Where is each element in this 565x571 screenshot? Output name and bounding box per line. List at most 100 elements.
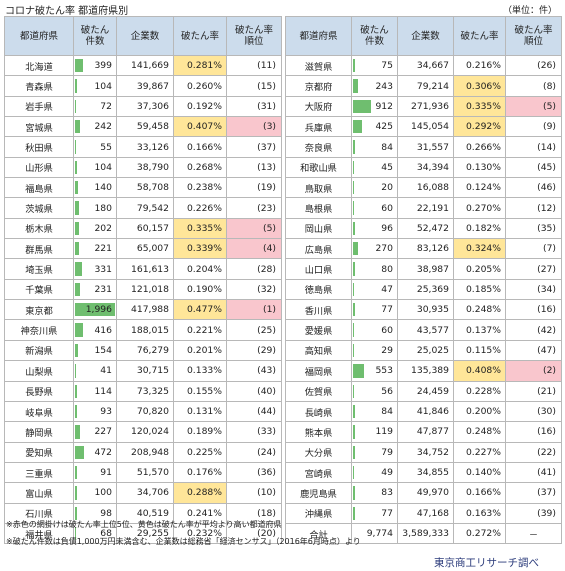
companies-cell: 121,018 [116, 278, 174, 301]
count-bar [75, 445, 84, 459]
count-bar [75, 425, 80, 439]
prefecture-cell: 滋賀県 [285, 54, 352, 77]
table-row: 山口県 80 38,987 0.205% (27) [285, 258, 562, 280]
companies-cell: 52,472 [397, 217, 454, 240]
count-value: 75 [381, 60, 393, 72]
count-cell: 227 [73, 421, 117, 443]
companies-cell: 141,669 [116, 54, 174, 77]
rate-cell: 0.166% [453, 482, 506, 504]
companies-cell: 30,935 [397, 299, 454, 321]
table-body-left: 北海道 399 141,669 0.281% (11) 青森県 104 39,867 0.260… [4, 54, 282, 545]
table-row: 高知県 29 25,025 0.115% (47) [285, 339, 562, 362]
companies-cell: 39,867 [116, 75, 174, 97]
rate-cell: 0.268% [173, 156, 227, 179]
count-value: 72 [100, 100, 112, 112]
companies-cell: 38,987 [397, 258, 454, 280]
rank-cell: (4) [226, 238, 282, 260]
header-companies: 企業数 [116, 16, 174, 56]
companies-cell: 58,708 [116, 177, 174, 199]
companies-cell: 43,577 [397, 319, 454, 341]
companies-cell: 47,877 [397, 421, 454, 443]
count-bar [75, 506, 77, 520]
companies-cell: 73,325 [116, 380, 174, 402]
rate-cell: 0.288% [173, 482, 227, 504]
table-row: 福島県 140 58,708 0.238% (19) [4, 177, 282, 199]
count-cell: 60 [351, 197, 398, 219]
count-value: 180 [94, 202, 112, 214]
table-row: 大分県 79 34,752 0.227% (22) [285, 441, 562, 463]
count-cell: 270 [351, 238, 398, 260]
prefecture-cell: 長崎県 [285, 400, 352, 423]
table-row: 石川県 98 40,519 0.241% (18) [4, 502, 282, 524]
prefecture-cell: 宮城県 [4, 116, 74, 138]
table-row: 大阪府 912 271,936 0.335% (5) [285, 95, 562, 118]
total-companies: 3,589,333 [397, 522, 454, 545]
table-row: 栃木県 202 60,157 0.335% (5) [4, 217, 282, 240]
table-row: 岩手県 72 37,306 0.192% (31) [4, 95, 282, 118]
rate-cell: 0.407% [173, 116, 227, 138]
count-cell: 60 [351, 319, 398, 341]
count-value: 202 [94, 222, 112, 234]
count-cell: 75 [351, 54, 398, 77]
table-row: 和歌山県 45 34,394 0.130% (45) [285, 156, 562, 179]
rate-cell: 0.260% [173, 75, 227, 97]
companies-cell: 135,389 [397, 360, 454, 382]
count-value: 231 [94, 283, 112, 295]
count-value: 114 [94, 385, 112, 397]
companies-cell: 79,542 [116, 197, 174, 219]
count-bar [353, 282, 354, 297]
rate-cell: 0.221% [173, 319, 227, 341]
companies-cell: 417,988 [116, 299, 174, 321]
prefecture-cell: 高知県 [285, 339, 352, 362]
table-row: 愛知県 472 208,948 0.225% (24) [4, 441, 282, 463]
footnote-source: ※破たん件数は負債1,000万円未満含む、企業数は総務省「経済センサス」（201… [6, 537, 361, 546]
rate-cell: 0.205% [453, 258, 506, 280]
companies-cell: 25,025 [397, 339, 454, 362]
count-cell: 79 [351, 441, 398, 463]
count-value: 425 [375, 121, 393, 133]
rank-cell: (1) [226, 299, 282, 321]
count-cell: 49 [351, 461, 398, 484]
table-row: 愛媛県 60 43,577 0.137% (42) [285, 319, 562, 341]
rank-cell: (12) [505, 197, 562, 219]
companies-cell: 34,706 [116, 482, 174, 504]
table-row: 岐阜県 93 70,820 0.131% (44) [4, 400, 282, 423]
count-cell: 80 [351, 258, 398, 280]
prefecture-cell: 福岡県 [285, 360, 352, 382]
count-cell: 416 [73, 319, 117, 341]
rank-cell: (10) [226, 482, 282, 504]
prefecture-cell: 岐阜県 [4, 400, 74, 423]
prefecture-cell: 岡山県 [285, 217, 352, 240]
count-value: 227 [94, 426, 112, 438]
count-bar [353, 445, 355, 459]
companies-cell: 120,024 [116, 421, 174, 443]
count-value: 331 [94, 263, 112, 275]
prefecture-cell: 北海道 [4, 54, 74, 77]
prefecture-cell: 島根県 [285, 197, 352, 219]
rate-cell: 0.477% [173, 299, 227, 321]
table-row: 兵庫県 425 145,054 0.292% (9) [285, 116, 562, 138]
companies-cell: 31,557 [397, 136, 454, 158]
companies-cell: 34,855 [397, 461, 454, 484]
companies-cell: 22,191 [397, 197, 454, 219]
count-value: 84 [381, 406, 393, 418]
count-cell: 77 [351, 502, 398, 524]
prefecture-cell: 埼玉県 [4, 258, 74, 280]
count-cell: 55 [73, 136, 117, 158]
count-value: 104 [94, 80, 112, 92]
rank-cell: (30) [505, 400, 562, 423]
count-bar [353, 120, 362, 134]
rank-cell: (39) [505, 502, 562, 524]
count-value: 553 [375, 365, 393, 377]
rate-cell: 0.292% [453, 116, 506, 138]
count-cell: 41 [73, 360, 117, 382]
rank-cell: (23) [226, 197, 282, 219]
count-value: 60 [381, 202, 393, 214]
table-row: 富山県 100 34,706 0.288% (10) [4, 482, 282, 504]
rank-cell: (13) [226, 156, 282, 179]
table-row: 熊本県 119 47,877 0.248% (16) [285, 421, 562, 443]
rate-cell: 0.166% [173, 136, 227, 158]
rank-cell: (3) [226, 116, 282, 138]
count-bar [75, 242, 79, 256]
table-header-row: 都道府県 破たん 件数 企業数 破たん率 破たん率 順位 [285, 16, 562, 56]
